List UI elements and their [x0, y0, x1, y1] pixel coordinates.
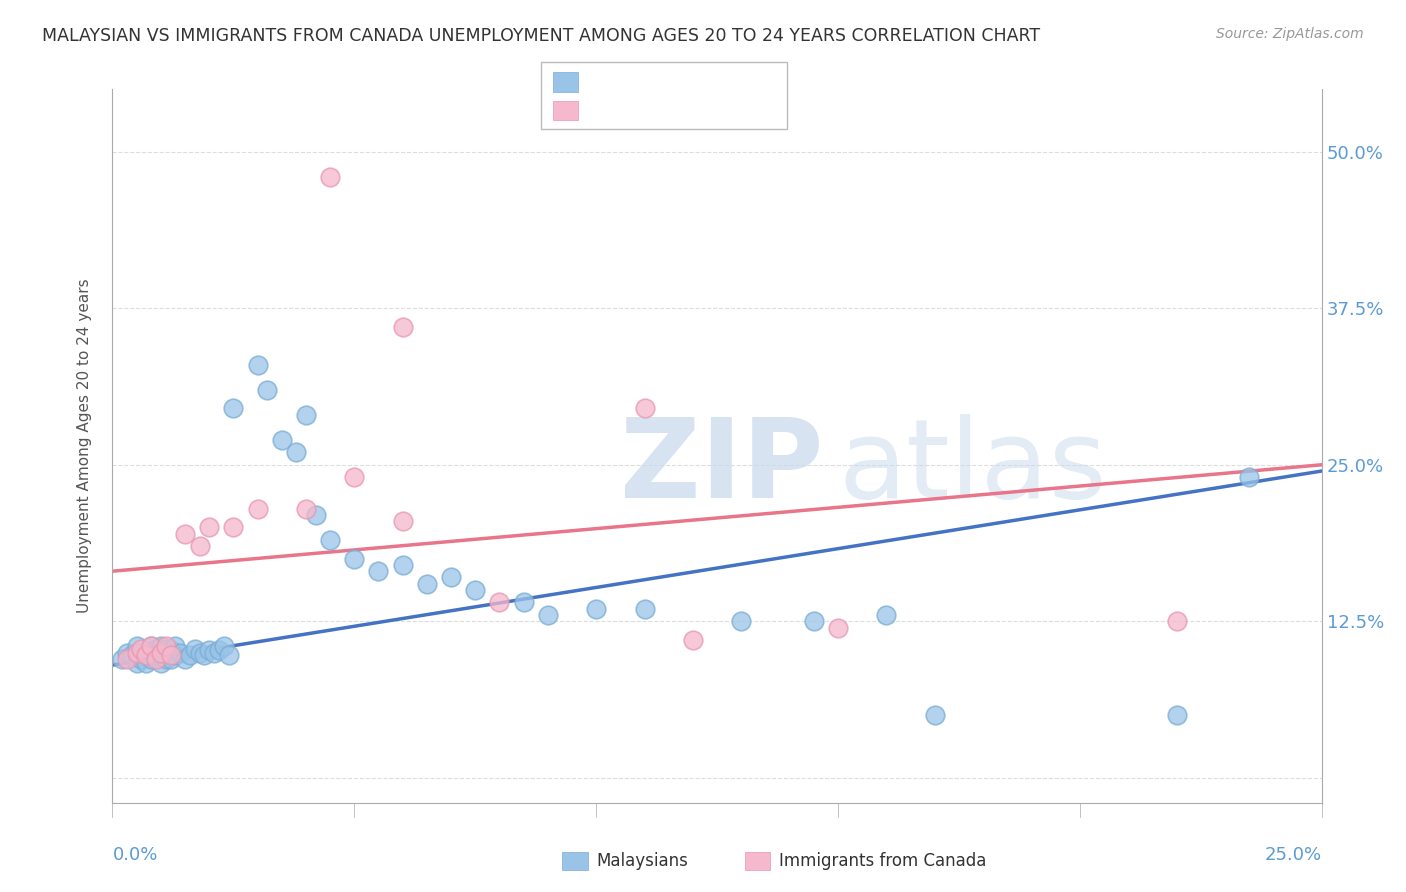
Point: [1166, 708, 1188, 723]
Point: [135, 656, 157, 670]
Point: [343, 470, 366, 484]
Text: atlas: atlas: [838, 414, 1107, 521]
Point: [145, 652, 167, 666]
Point: [155, 640, 177, 654]
Point: [208, 643, 231, 657]
Text: N = 21: N = 21: [682, 102, 745, 120]
Point: [367, 564, 389, 578]
Text: N = 56: N = 56: [682, 73, 745, 91]
Point: [188, 646, 211, 660]
Y-axis label: Unemployment Among Ages 20 to 24 years: Unemployment Among Ages 20 to 24 years: [77, 278, 91, 614]
Point: [222, 520, 245, 534]
Point: [115, 652, 138, 666]
Point: [155, 652, 177, 666]
Point: [1237, 470, 1260, 484]
Point: [141, 652, 163, 666]
Point: [125, 656, 148, 670]
Point: [256, 383, 278, 397]
Point: [131, 652, 153, 666]
Text: Source: ZipAtlas.com: Source: ZipAtlas.com: [1216, 27, 1364, 41]
Point: [585, 601, 607, 615]
Point: [141, 640, 163, 654]
Point: [165, 640, 187, 654]
Point: [512, 595, 534, 609]
Point: [131, 641, 153, 656]
Point: [149, 640, 172, 654]
Point: [246, 501, 269, 516]
Point: [121, 648, 143, 662]
Point: [633, 601, 655, 615]
Point: [827, 621, 849, 635]
Text: Malaysians: Malaysians: [596, 852, 688, 870]
Point: [111, 652, 134, 666]
Point: [537, 607, 560, 622]
Point: [149, 649, 172, 664]
Point: [416, 576, 439, 591]
Point: [145, 648, 167, 662]
Point: [125, 646, 148, 660]
Point: [179, 648, 201, 662]
Point: [875, 607, 897, 622]
Point: [924, 708, 946, 723]
Point: [391, 558, 413, 572]
Point: [174, 652, 197, 666]
Point: [295, 501, 318, 516]
Point: [202, 646, 225, 660]
Point: [159, 643, 181, 657]
Point: [198, 643, 221, 657]
Point: [135, 646, 157, 660]
Point: [115, 646, 138, 660]
Point: [174, 526, 197, 541]
Point: [304, 508, 326, 522]
Point: [285, 445, 308, 459]
Point: [730, 614, 752, 628]
Point: [319, 169, 342, 184]
Point: [218, 648, 240, 662]
Point: [149, 646, 172, 660]
Point: [183, 641, 205, 656]
Point: [222, 401, 245, 416]
Point: [212, 640, 235, 654]
Point: [188, 539, 211, 553]
Point: [159, 648, 181, 662]
Point: [803, 614, 825, 628]
Text: 25.0%: 25.0%: [1264, 846, 1322, 863]
Point: [270, 433, 292, 447]
Point: [1166, 614, 1188, 628]
Point: [125, 640, 148, 654]
Text: R =  0.171: R = 0.171: [586, 102, 682, 120]
Point: [165, 648, 187, 662]
Point: [391, 320, 413, 334]
Text: MALAYSIAN VS IMMIGRANTS FROM CANADA UNEMPLOYMENT AMONG AGES 20 TO 24 YEARS CORRE: MALAYSIAN VS IMMIGRANTS FROM CANADA UNEM…: [42, 27, 1040, 45]
Point: [145, 641, 167, 656]
Text: 0.0%: 0.0%: [112, 846, 157, 863]
Point: [319, 533, 342, 547]
Point: [198, 520, 221, 534]
Point: [295, 408, 318, 422]
Point: [391, 514, 413, 528]
Point: [155, 641, 177, 656]
Point: [440, 570, 463, 584]
Point: [682, 633, 704, 648]
Point: [246, 358, 269, 372]
Point: [633, 401, 655, 416]
Point: [464, 582, 486, 597]
Text: ZIP: ZIP: [620, 414, 824, 521]
Point: [159, 652, 181, 666]
Point: [135, 648, 157, 662]
Point: [193, 648, 215, 662]
Point: [141, 640, 163, 654]
Text: R = 0.293: R = 0.293: [586, 73, 676, 91]
Point: [169, 646, 191, 660]
Point: [343, 551, 366, 566]
Text: Immigrants from Canada: Immigrants from Canada: [779, 852, 986, 870]
Point: [149, 656, 172, 670]
Point: [488, 595, 510, 609]
